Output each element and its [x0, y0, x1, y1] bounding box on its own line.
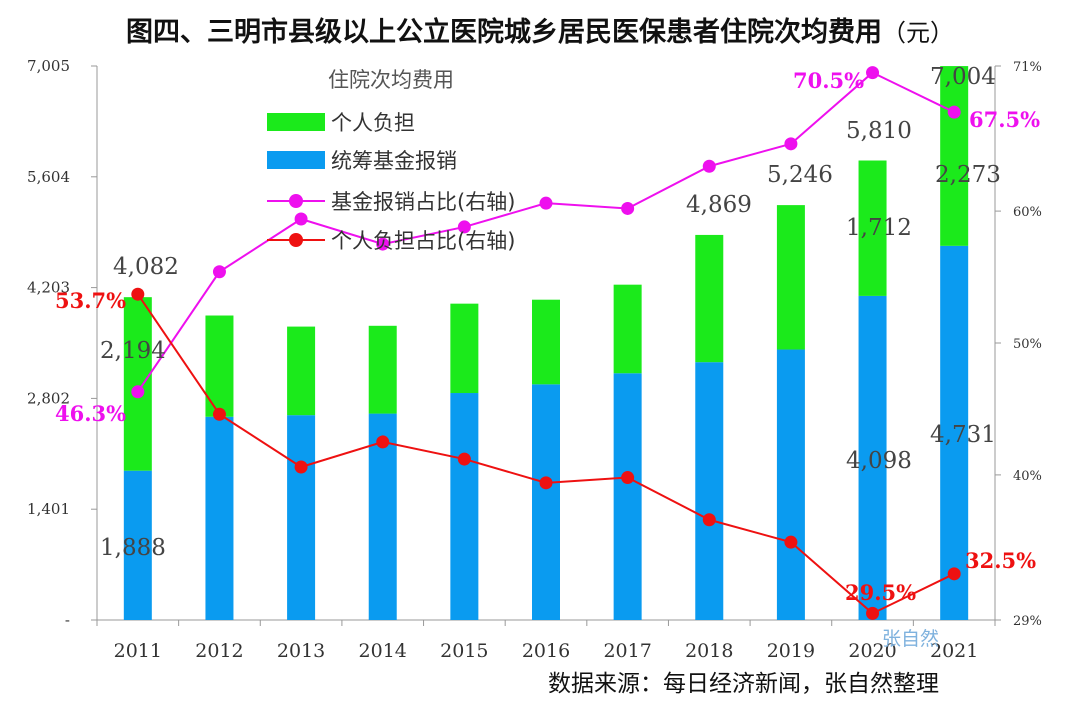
point-fund-ratio-2012	[212, 265, 226, 279]
point-personal-ratio-2012	[212, 407, 226, 421]
bar-personal-2011	[123, 297, 152, 471]
point-personal-ratio-2019	[784, 535, 798, 549]
point-personal-ratio-2018	[702, 513, 716, 527]
legend-label-2: 基金报销占比(右轴)	[331, 190, 515, 214]
bar-personal-2013	[287, 326, 316, 416]
data-label-2011-2: 1,888	[100, 535, 166, 561]
legend-label-3: 个人负担占比(右轴)	[331, 229, 515, 253]
x-tick-label: 2019	[767, 640, 815, 662]
x-tick-label: 2017	[603, 640, 651, 662]
data-label-2021-15: 67.5%	[969, 107, 1040, 132]
data-label-2021-12: 7,004	[930, 64, 996, 90]
bar-personal-2019	[776, 205, 805, 350]
point-personal-ratio-2017	[621, 471, 635, 485]
point-personal-ratio-2020	[866, 606, 880, 620]
legend-swatch-0	[267, 113, 325, 131]
watermark: 张自然	[882, 628, 940, 650]
left-tick-label: 7,005	[27, 57, 70, 75]
x-tick-label: 2015	[440, 640, 488, 662]
bar-personal-2016	[532, 299, 560, 385]
bar-fund-2013	[287, 415, 316, 620]
point-personal-ratio-2016	[539, 476, 553, 490]
legend-label-1: 统筹基金报销	[331, 149, 457, 173]
point-personal-ratio-2011	[131, 287, 145, 301]
bar-fund-2015	[450, 393, 479, 620]
left-tick-label: -	[65, 611, 70, 629]
legend-swatch-1	[267, 151, 325, 169]
legend-swatch-marker-2	[289, 194, 303, 208]
point-fund-ratio-2021	[947, 105, 961, 119]
data-label-2020-7: 5,810	[846, 118, 912, 144]
data-source-note: 数据来源：每日经济新闻，张自然整理	[548, 671, 939, 697]
data-label-2011-3: 53.7%	[55, 288, 126, 313]
data-label-2020-10: 70.5%	[793, 68, 864, 93]
bar-fund-2016	[532, 384, 560, 620]
bar-personal-2015	[450, 303, 479, 394]
chart-title: 图四、三明市县级以上公立医院城乡居民医保患者住院次均费用（元）	[0, 10, 1080, 49]
point-personal-ratio-2021	[947, 567, 961, 581]
legend-label-0: 个人负担	[331, 111, 415, 135]
bar-personal-2021	[940, 66, 969, 246]
point-fund-ratio-2015	[457, 220, 471, 234]
point-fund-ratio-2019	[784, 137, 798, 151]
point-fund-ratio-2020	[866, 66, 880, 80]
left-tick-label: 5,604	[27, 168, 70, 186]
point-personal-ratio-2015	[457, 452, 471, 466]
data-label-2021-16: 32.5%	[965, 548, 1036, 573]
data-label-2011-0: 4,082	[113, 254, 179, 280]
data-label-2020-9: 4,098	[846, 448, 912, 474]
right-tick-label: 29%	[1013, 614, 1042, 629]
point-personal-ratio-2014	[376, 435, 390, 449]
x-tick-label: 2020	[848, 640, 896, 662]
bar-personal-2018	[695, 234, 724, 363]
x-tick-label: 2011	[114, 640, 162, 662]
x-tick-label: 2013	[277, 640, 325, 662]
data-label-2021-14: 4,731	[930, 422, 996, 448]
bar-personal-2014	[368, 325, 397, 414]
point-fund-ratio-2014	[376, 237, 390, 251]
data-label-2011-1: 2,194	[100, 338, 166, 364]
data-label-2021-13: 2,273	[935, 162, 1001, 188]
point-fund-ratio-2017	[621, 201, 635, 215]
x-tick-label: 2018	[685, 640, 733, 662]
left-tick-label: 1,401	[27, 500, 70, 518]
data-label-2011-4: 46.3%	[55, 401, 126, 426]
bar-fund-2021	[940, 245, 969, 620]
point-fund-ratio-2013	[294, 212, 308, 226]
bar-fund-2018	[695, 362, 724, 620]
chart-title-text: 图四、三明市县级以上公立医院城乡居民医保患者住院次均费用	[126, 17, 882, 48]
data-label-2018-5: 4,869	[686, 192, 752, 218]
left-tick-label: 4,203	[27, 279, 70, 297]
data-label-2019-6: 5,246	[767, 162, 833, 188]
x-tick-label: 2012	[195, 640, 243, 662]
point-personal-ratio-2013	[294, 460, 308, 474]
right-tick-label: 60%	[1013, 205, 1042, 220]
point-fund-ratio-2016	[539, 196, 553, 210]
x-tick-label: 2014	[359, 640, 407, 662]
bar-fund-2011	[123, 470, 152, 620]
right-tick-label: 71%	[1013, 60, 1042, 75]
bar-personal-2017	[613, 284, 642, 374]
bar-personal-2020	[858, 160, 887, 296]
chart-title-unit: （元）	[882, 19, 954, 47]
point-fund-ratio-2011	[131, 385, 145, 399]
right-tick-label: 50%	[1013, 337, 1042, 352]
bar-fund-2019	[776, 349, 805, 620]
legend-title: 住院次均费用	[328, 68, 454, 92]
x-tick-label: 2021	[930, 640, 978, 662]
data-label-2020-8: 1,712	[846, 215, 912, 241]
bar-fund-2012	[205, 416, 234, 620]
point-fund-ratio-2018	[702, 159, 716, 173]
bar-fund-2020	[858, 295, 887, 620]
data-label-2020-11: 29.5%	[845, 580, 916, 605]
bar-fund-2017	[613, 373, 642, 620]
left-tick-label: 2,802	[27, 389, 70, 407]
x-tick-label: 2016	[522, 640, 570, 662]
right-tick-label: 40%	[1013, 469, 1042, 484]
legend-swatch-marker-3	[289, 233, 303, 247]
